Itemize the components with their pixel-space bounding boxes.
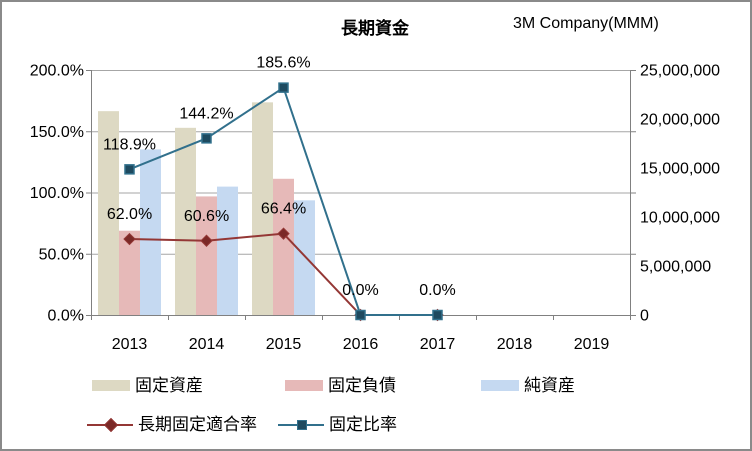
right-axis-tick-label: 5,000,000 xyxy=(640,259,711,276)
company-label: 3M Company(MMM) xyxy=(513,15,659,32)
x-axis-category-label: 2019 xyxy=(574,336,610,353)
data-label-fixed-ratio: 185.6% xyxy=(256,55,310,72)
right-axis-tick-label: 15,000,000 xyxy=(640,161,720,178)
right-axis-tick-label: 0 xyxy=(640,308,649,325)
bar-fixed-assets-2013 xyxy=(98,111,119,315)
x-axis-category-label: 2017 xyxy=(420,336,456,353)
x-axis-category-label: 2014 xyxy=(189,336,225,353)
left-axis-tick-label: 100.0% xyxy=(30,185,84,202)
left-axis-tick-label: 50.0% xyxy=(39,246,84,263)
bar-fixed-liabilities-2013 xyxy=(119,230,140,315)
left-axis-tick-label: 200.0% xyxy=(30,63,84,80)
data-label-long-term-fixed-adequacy-ratio: 66.4% xyxy=(261,201,306,218)
bar-fixed-assets-2015 xyxy=(252,102,273,315)
data-label-long-term-fixed-adequacy-ratio: 60.6% xyxy=(184,208,229,225)
bar-fixed-assets-2014 xyxy=(175,127,196,315)
bar-fixed-liabilities-2015 xyxy=(273,178,294,315)
bar-net-assets-2014 xyxy=(217,186,238,315)
right-axis-tick-label: 20,000,000 xyxy=(640,112,720,129)
left-axis-tick-label: 150.0% xyxy=(30,124,84,141)
marker-fixed-ratio-2016 xyxy=(355,309,366,321)
x-axis-category-label: 2015 xyxy=(266,336,302,353)
data-label-fixed-ratio: 0.0% xyxy=(419,282,455,299)
marker-long-term-fixed-adequacy-ratio-2014 xyxy=(200,234,213,247)
bar-net-assets-2015 xyxy=(294,200,315,315)
left-axis-tick-label: 0.0% xyxy=(48,308,84,325)
marker-long-term-fixed-adequacy-ratio-2015 xyxy=(277,227,290,240)
right-axis-tick-label: 10,000,000 xyxy=(640,210,720,227)
data-label-long-term-fixed-adequacy-ratio: 62.0% xyxy=(107,206,152,223)
x-axis-category-label: 2013 xyxy=(112,336,148,353)
marker-fixed-ratio-2014 xyxy=(201,133,212,144)
data-label-fixed-ratio: 118.9% xyxy=(103,136,156,153)
chart-title: 長期資金 xyxy=(341,19,409,38)
marker-long-term-fixed-adequacy-ratio-2013 xyxy=(123,232,136,246)
marker-fixed-ratio-2015 xyxy=(278,82,289,93)
x-axis-category-label: 2018 xyxy=(497,336,533,353)
data-label-fixed-ratio: 144.2% xyxy=(179,105,233,122)
bar-fixed-liabilities-2014 xyxy=(196,196,217,315)
x-axis-category-label: 2016 xyxy=(343,336,379,353)
data-label-fixed-ratio: 0.0% xyxy=(342,282,378,299)
marker-fixed-ratio-2013 xyxy=(124,164,135,175)
right-axis-tick-label: 25,000,000 xyxy=(640,63,720,80)
bar-net-assets-2013 xyxy=(140,149,161,315)
marker-fixed-ratio-2017 xyxy=(432,309,443,321)
